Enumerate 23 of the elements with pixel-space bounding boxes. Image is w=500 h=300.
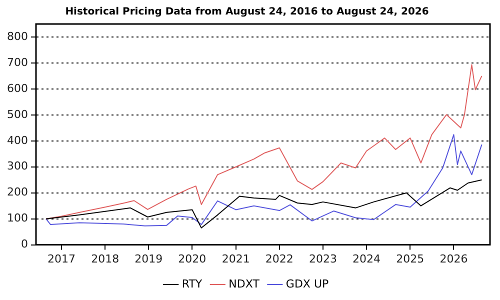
x-tick-label: 2021 bbox=[222, 252, 250, 266]
x-tick-label: 2025 bbox=[396, 252, 424, 266]
x-tick-label: 2026 bbox=[440, 252, 468, 266]
y-tick-label: 700 bbox=[6, 56, 28, 69]
x-tick-label: 2023 bbox=[308, 252, 337, 266]
x-tick-label: 2018 bbox=[91, 252, 120, 266]
y-tick-label: 0 bbox=[20, 238, 28, 251]
y-tick-label: 500 bbox=[6, 108, 28, 121]
legend-label: NDXT bbox=[228, 277, 260, 290]
legend-label: GDX UP bbox=[286, 277, 329, 290]
y-tick-label: 400 bbox=[6, 134, 28, 147]
y-tick-label: 200 bbox=[6, 186, 28, 199]
x-tick-label: 2024 bbox=[352, 252, 381, 266]
x-tick-label: 2020 bbox=[178, 252, 206, 266]
y-tick-label: 300 bbox=[6, 160, 28, 173]
y-tick-label: 600 bbox=[6, 82, 28, 95]
y-tick-label: 800 bbox=[6, 30, 28, 43]
x-tick-label: 2022 bbox=[265, 252, 294, 266]
x-tick-label: 2019 bbox=[134, 252, 163, 266]
x-tick-label: 2017 bbox=[48, 252, 76, 266]
chart-title: Historical Pricing Data from August 24, 2016 to August 24, 2026 bbox=[65, 6, 429, 18]
legend-label: RTY bbox=[182, 277, 202, 290]
y-tick-label: 100 bbox=[6, 212, 28, 225]
